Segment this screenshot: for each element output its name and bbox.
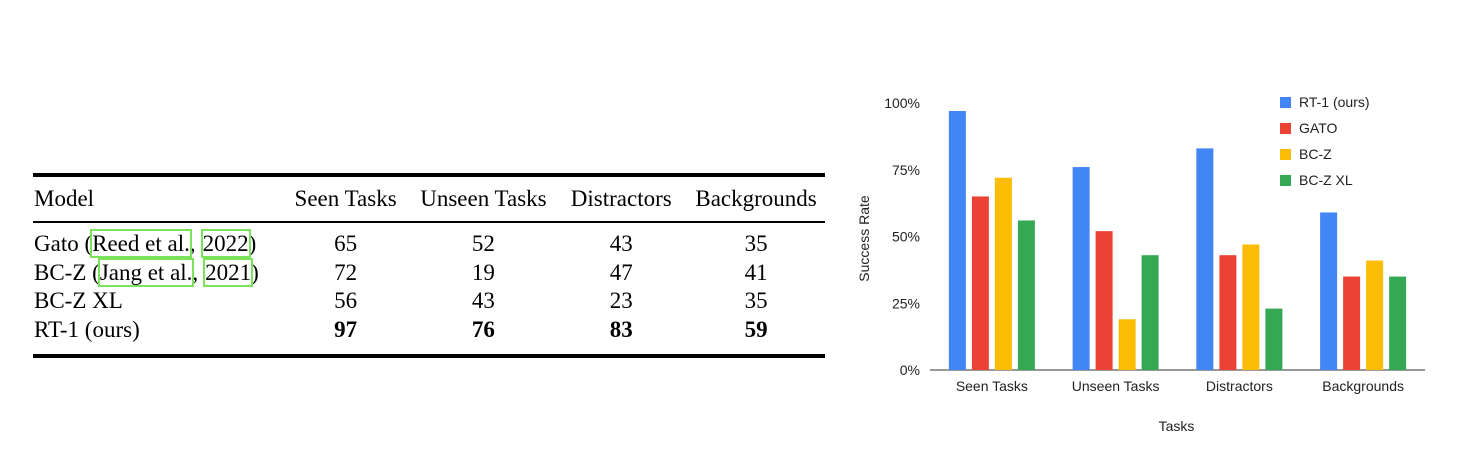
model-name: BC-Z (: [34, 259, 100, 285]
bar: [1017, 220, 1035, 370]
legend-label: BC-Z: [1299, 146, 1332, 162]
y-tick-label: 100%: [884, 95, 920, 111]
seen-tasks-value: 65: [334, 231, 358, 257]
bar: [1219, 255, 1237, 370]
header-backgrounds: Backgrounds: [695, 186, 817, 211]
bar: [1320, 212, 1338, 370]
table-header-row: Model Seen Tasks Unseen Tasks Distractor…: [33, 177, 825, 221]
table-top-rule: [33, 173, 825, 177]
model-cell: Gato (Reed et al., 2022): [33, 229, 280, 259]
y-tick-label: 25%: [892, 295, 920, 311]
model-name: RT-1 (ours): [34, 316, 140, 342]
bar: [1265, 308, 1283, 370]
header-distractors: Distractors: [570, 186, 672, 211]
backgrounds-value: 59: [744, 316, 768, 342]
legend-label: RT-1 (ours): [1299, 94, 1370, 110]
x-tick-label: Backgrounds: [1322, 378, 1404, 394]
model-name: BC-Z XL: [34, 288, 123, 314]
y-tick-label: 0%: [900, 362, 920, 378]
model-name: Gato (: [34, 231, 93, 257]
unseen-tasks-value: 43: [471, 288, 495, 314]
backgrounds-value: 41: [744, 259, 768, 285]
model-cell: BC-Z (Jang et al., 2021): [33, 257, 280, 287]
header-seen-tasks: Seen Tasks: [294, 186, 397, 211]
citation-year-link[interactable]: 2022: [200, 229, 251, 259]
model-suffix: ): [248, 231, 257, 257]
header-unseen-tasks: Unseen Tasks: [420, 186, 547, 211]
seen-tasks-value: 97: [334, 316, 358, 342]
x-tick-label: Distractors: [1206, 378, 1273, 394]
citation-link[interactable]: Jang et al.: [97, 257, 195, 287]
bar: [1366, 260, 1384, 370]
bar: [971, 196, 989, 370]
bar: [1072, 167, 1090, 370]
legend-swatch: [1280, 97, 1291, 108]
y-tick-label: 50%: [892, 229, 920, 245]
bar-chart: 0% 25% 50% 75% 100% Seen Tasks Unseen Tasks Dis…: [856, 94, 1425, 434]
distractors-value: 43: [609, 231, 633, 257]
y-tick-label: 75%: [892, 162, 920, 178]
distractors-value: 83: [609, 316, 633, 342]
unseen-tasks-value: 76: [471, 316, 495, 342]
table-row: BC-Z (Jang et al., 2021) 72 19 47 41: [33, 257, 825, 288]
bar: [1242, 244, 1260, 370]
legend-swatch: [1280, 123, 1291, 134]
bar: [1196, 148, 1214, 370]
legend-label: GATO: [1299, 120, 1337, 136]
x-tick-label: Unseen Tasks: [1072, 378, 1160, 394]
bar: [1118, 319, 1136, 370]
distractors-value: 23: [609, 288, 633, 314]
citation-separator: ,: [189, 231, 196, 257]
x-tick-label: Seen Tasks: [956, 378, 1028, 394]
results-table: Model Seen Tasks Unseen Tasks Distractor…: [33, 173, 825, 358]
citation-separator: ,: [192, 259, 199, 285]
table-mid-rule: [33, 221, 825, 223]
citation-year-link[interactable]: 2021: [203, 257, 254, 287]
backgrounds-value: 35: [744, 231, 768, 257]
backgrounds-value: 35: [744, 288, 768, 314]
legend-swatch: [1280, 175, 1291, 186]
bar: [1389, 276, 1407, 370]
x-axis-title: Tasks: [1159, 418, 1195, 434]
bar: [1141, 255, 1159, 370]
legend-label: BC-Z XL: [1299, 172, 1353, 188]
y-axis-title: Success Rate: [856, 195, 872, 282]
header-model: Model: [34, 186, 95, 211]
bar: [948, 111, 966, 370]
legend-swatch: [1280, 149, 1291, 160]
citation-link[interactable]: Reed et al.: [90, 229, 192, 259]
bar: [1343, 276, 1361, 370]
seen-tasks-value: 56: [334, 288, 358, 314]
unseen-tasks-value: 19: [471, 259, 495, 285]
bar: [994, 177, 1012, 370]
model-suffix: ): [251, 259, 259, 285]
bar: [1095, 231, 1113, 370]
table-row: Gato (Reed et al., 2022) 65 52 43 35: [33, 229, 825, 259]
seen-tasks-value: 72: [334, 259, 358, 285]
distractors-value: 47: [609, 259, 633, 285]
table-row: BC-Z XL 56 43 23 35: [33, 287, 825, 316]
unseen-tasks-value: 52: [471, 231, 495, 257]
table-row: RT-1 (ours) 97 76 83 59: [33, 316, 825, 345]
table-bottom-rule: [33, 354, 825, 358]
